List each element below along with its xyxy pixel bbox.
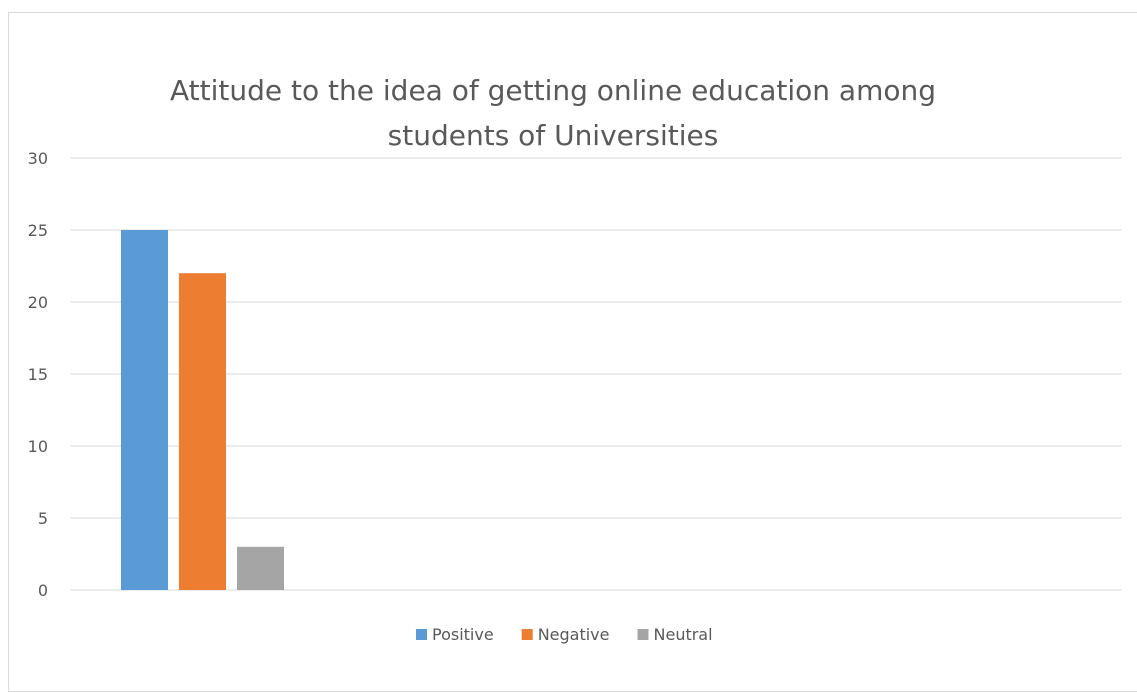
- legend-label-neutral: Neutral: [654, 625, 713, 644]
- y-gridlines: [70, 157, 1122, 591]
- chart-title-line-2: students of Universities: [388, 119, 719, 152]
- bar-negative: [179, 273, 226, 590]
- chart-title-line-1: Attitude to the idea of getting online e…: [170, 74, 936, 107]
- y-tick-label: 0: [38, 581, 48, 600]
- legend-swatch-negative: [521, 629, 533, 640]
- legend-label-negative: Negative: [538, 625, 610, 644]
- y-tick-label: 5: [38, 509, 48, 528]
- y-tick-label: 20: [28, 293, 48, 312]
- y-tick-label: 25: [28, 221, 48, 240]
- bars: [121, 230, 284, 590]
- bar-chart: Attitude to the idea of getting online e…: [28, 74, 1122, 644]
- legend-swatch-positive: [416, 629, 427, 640]
- y-tick-label: 30: [28, 149, 48, 168]
- legend-swatch-neutral: [637, 629, 649, 640]
- bar-positive: [121, 230, 168, 590]
- chart-title: Attitude to the idea of getting online e…: [170, 74, 936, 152]
- y-tick-label: 10: [28, 437, 48, 456]
- bar-neutral: [237, 546, 284, 590]
- y-axis-tick-labels: 0 5 10 15 20 25 30: [28, 149, 48, 600]
- legend-label-positive: Positive: [432, 625, 494, 644]
- legend: Positive Negative Neutral: [416, 625, 713, 644]
- y-tick-label: 15: [28, 365, 48, 384]
